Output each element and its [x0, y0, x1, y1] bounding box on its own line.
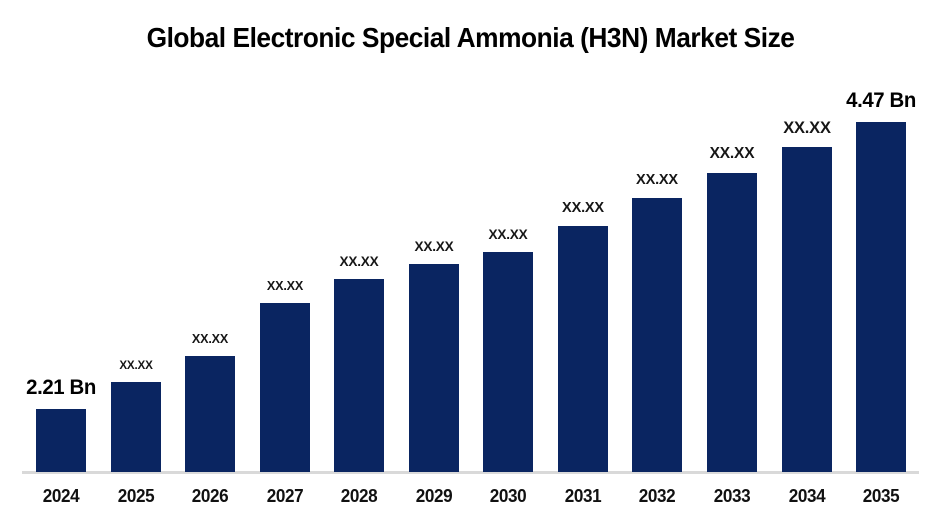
bar-2027 [259, 303, 310, 472]
bar-2026 [185, 356, 236, 472]
bar-value-label-2033: XX.XX [709, 145, 755, 162]
x-axis-label-2026: 2026 [191, 486, 229, 506]
bar-2032 [632, 198, 683, 472]
x-axis-label-2024: 2024 [42, 486, 80, 506]
bar-value-label-2035: 4.47 Bn [846, 89, 916, 112]
bar-value-label-2032: XX.XX [636, 171, 679, 188]
x-axis-label-2034: 2034 [788, 486, 825, 506]
x-axis-label-2033: 2033 [713, 486, 751, 506]
x-axis-label-2030: 2030 [490, 486, 527, 506]
bar-2024 [36, 409, 86, 472]
x-axis-label-2025: 2025 [117, 486, 154, 506]
bar-2034 [781, 147, 832, 472]
x-axis-label-2028: 2028 [340, 486, 378, 506]
bar-value-label-2024: 2.21 Bn [26, 376, 96, 399]
bar-2031 [557, 226, 608, 472]
bar-value-label-2027: XX.XX [266, 278, 303, 293]
bar-2030 [483, 252, 534, 472]
x-axis-label-2031: 2031 [564, 486, 602, 506]
x-axis-line [22, 471, 919, 474]
bar-value-label-2028: XX.XX [339, 253, 379, 269]
x-axis-label-2035: 2035 [862, 486, 900, 506]
x-axis-label-2029: 2029 [415, 486, 453, 506]
x-axis-label-2032: 2032 [639, 486, 676, 506]
bar-value-label-2030: XX.XX [488, 226, 528, 242]
bar-value-label-2034: XX.XX [782, 118, 831, 137]
bar-value-label-2031: XX.XX [561, 199, 604, 216]
bar-2025 [110, 382, 161, 472]
bar-value-label-2025: XX.XX [118, 358, 153, 372]
bar-value-label-2026: XX.XX [191, 331, 229, 346]
bar-2029 [408, 264, 459, 472]
chart-title: Global Electronic Special Ammonia (H3N) … [146, 22, 795, 53]
bar-2028 [334, 279, 385, 472]
x-axis-label-2027: 2027 [266, 486, 303, 506]
bar-2033 [706, 173, 757, 472]
bar-value-label-2029: XX.XX [414, 238, 454, 254]
bar-2035 [856, 122, 907, 472]
